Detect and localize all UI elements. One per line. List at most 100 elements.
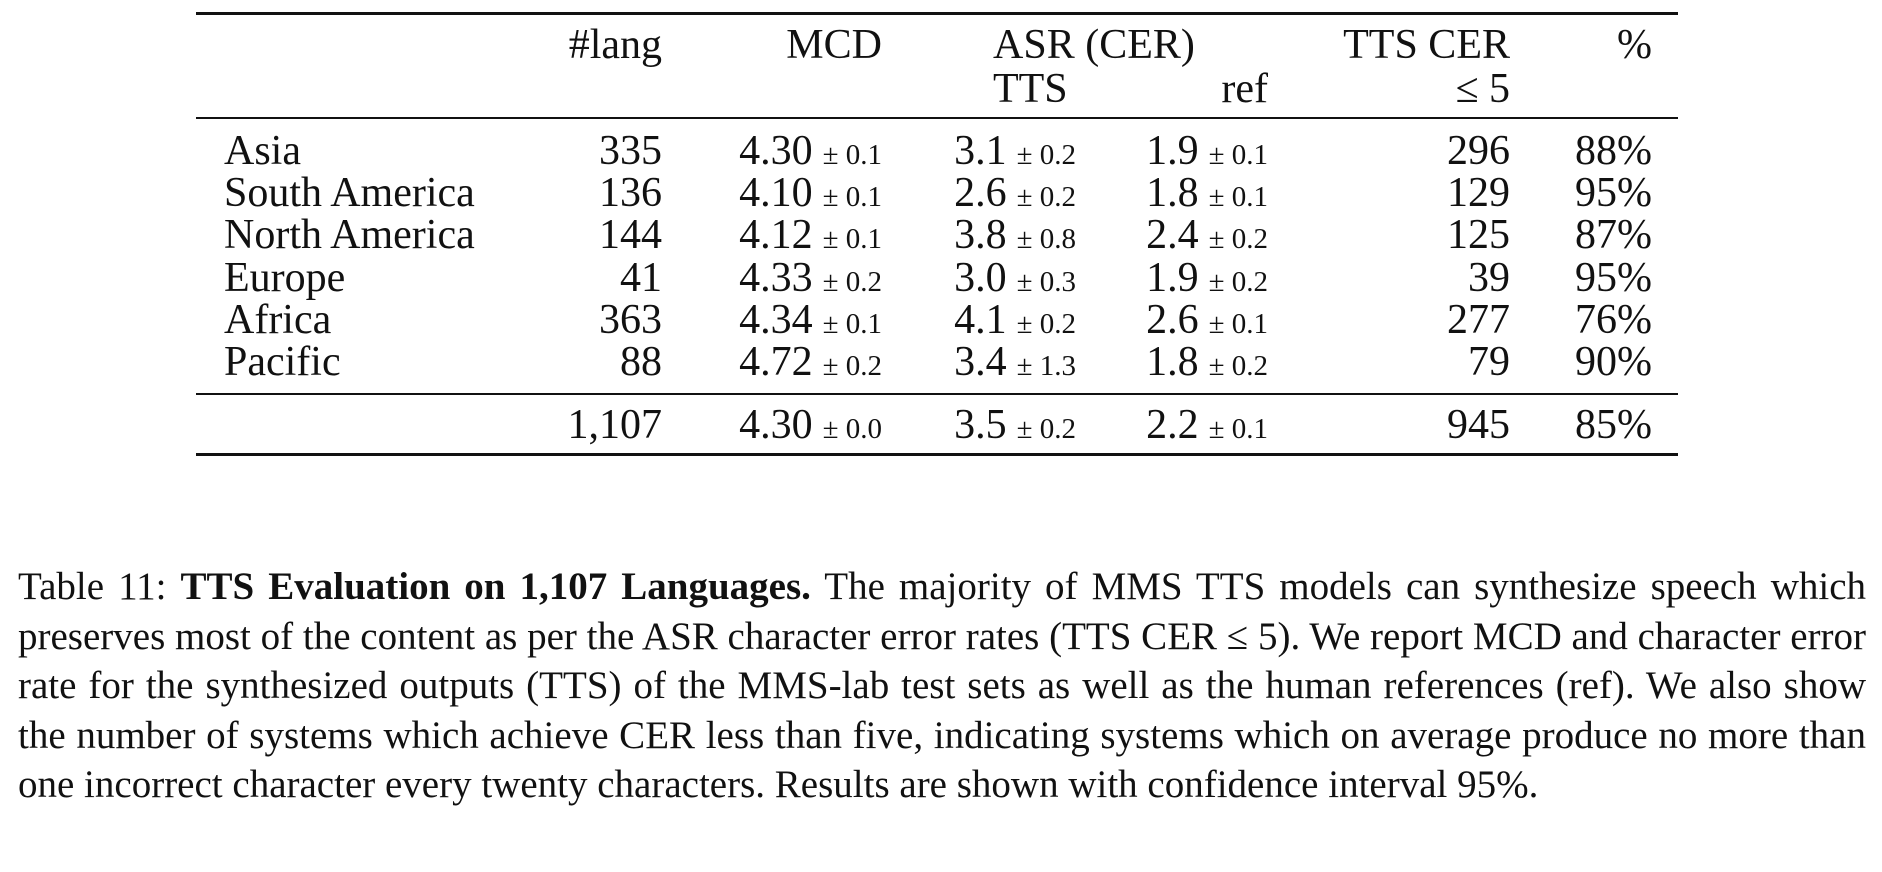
- caption-text: The majority of MMS TTS models can synth…: [18, 565, 1867, 806]
- table-row-lang-cell: 144: [420, 214, 662, 256]
- table-row-region-value: Pacific: [224, 339, 341, 385]
- table-row-lang-value: 41: [620, 255, 662, 301]
- table-total-row-tts-value: 3.5: [954, 402, 1007, 448]
- table-row-lang-value: 88: [620, 339, 662, 385]
- table-caption: Table 11: TTS Evaluation on 1,107 Langua…: [18, 562, 1866, 810]
- table-row-tts-cell: 3.8 ± 0.8: [900, 214, 1076, 256]
- table-top-rule: [196, 12, 1678, 15]
- table-total-row-tts-cer-value: 945: [1447, 402, 1510, 448]
- table-row-lang-cell: 136: [420, 172, 662, 214]
- table-row-tts-cell: 3.1 ± 0.2: [900, 130, 1076, 172]
- table-row-ref-value: 2.4: [1146, 212, 1199, 258]
- table-row-pct-cell: 90%: [1540, 341, 1652, 383]
- table-row-lang-value: 335: [599, 128, 662, 174]
- table-row-tts-cell: 3.0 ± 0.3: [900, 257, 1076, 299]
- table-row-pct-value: 87%: [1575, 212, 1652, 258]
- table-row-mcd-value: 4.33: [739, 255, 813, 301]
- table-row-mcd-confidence-interval: ± 0.1: [822, 223, 882, 255]
- table-row-tts-cer-value: 79: [1468, 339, 1510, 385]
- table-row-tts-cer-value: 39: [1468, 255, 1510, 301]
- table-total-row-lang-cell: 1,107: [420, 404, 663, 446]
- table-row-mcd-cell: 4.34 ± 0.1: [680, 299, 882, 341]
- table-row-region-cell: Pacific: [224, 341, 524, 383]
- table-row-pct-cell: 95%: [1540, 172, 1652, 214]
- table-row-lang-value: 363: [599, 297, 662, 343]
- table-row-ref-value: 1.9: [1146, 255, 1199, 301]
- table-row-mcd-confidence-interval: ± 0.2: [822, 266, 882, 298]
- table-row-tts-cer-cell: 129: [1300, 172, 1510, 214]
- table-row-ref-cell: 1.9 ± 0.1: [1090, 130, 1268, 172]
- table-row-mcd-confidence-interval: ± 0.1: [822, 181, 882, 213]
- header-tts-cer: TTS CER: [1343, 22, 1510, 68]
- table-row-region-cell: Africa: [224, 299, 524, 341]
- table-total-row-mcd-value: 4.30: [739, 402, 813, 448]
- header-percent: %: [1617, 22, 1652, 68]
- table-row-ref-cell: 2.6 ± 0.1: [1090, 299, 1268, 341]
- table-row-ref-value: 1.9: [1146, 128, 1199, 174]
- table-row-lang-cell: 335: [420, 130, 662, 172]
- table-row-tts-cer-value: 296: [1447, 128, 1510, 174]
- table-row-tts-confidence-interval: ± 0.3: [1016, 266, 1076, 298]
- table-row-pct-value: 90%: [1575, 339, 1652, 385]
- table-row-tts-value: 3.4: [954, 339, 1007, 385]
- header-asr: ASR (CER): [993, 22, 1195, 68]
- table-row-ref-cell: 1.8 ± 0.1: [1090, 172, 1268, 214]
- table-row-region-value: North America: [224, 212, 475, 258]
- table-row-region-value: Europe: [224, 255, 346, 301]
- table-row-lang-cell: 88: [420, 341, 662, 383]
- header-mcd: MCD: [786, 22, 882, 68]
- table-row-ref-value: 2.6: [1146, 297, 1199, 343]
- table-row-mcd-cell: 4.30 ± 0.1: [680, 130, 882, 172]
- table-row-ref-confidence-interval: ± 0.1: [1208, 181, 1268, 213]
- table-row-tts-confidence-interval: ± 1.3: [1016, 350, 1076, 382]
- table-row-pct-value: 88%: [1575, 128, 1652, 174]
- table-row-mcd-value: 4.10: [739, 170, 813, 216]
- table-row-region-cell: Europe: [224, 257, 524, 299]
- table-row-tts-value: 3.0: [954, 255, 1007, 301]
- table-bottom-rule: [196, 453, 1678, 456]
- table-total-row-pct-cell: 85%: [1540, 404, 1652, 446]
- table-row-mcd-cell: 4.10 ± 0.1: [680, 172, 882, 214]
- table-row-region-value: Africa: [224, 297, 332, 343]
- table-row-tts-cer-cell: 296: [1300, 130, 1510, 172]
- table-row-tts-confidence-interval: ± 0.8: [1016, 223, 1076, 255]
- table-header-rule: [196, 117, 1678, 119]
- table-row-region-value: Asia: [224, 128, 301, 174]
- table-total-row-mcd-confidence-interval: ± 0.0: [822, 413, 882, 445]
- table-total-row-ref-cell: 2.2 ± 0.1: [1090, 404, 1268, 446]
- table-row-tts-cer-value: 129: [1447, 170, 1510, 216]
- table-row-mcd-value: 4.34: [739, 297, 813, 343]
- table-row-ref-cell: 1.8 ± 0.2: [1090, 341, 1268, 383]
- table-row-region-value: South America: [224, 170, 475, 216]
- table-row-ref-confidence-interval: ± 0.2: [1208, 350, 1268, 382]
- table-row-ref-cell: 1.9 ± 0.2: [1090, 257, 1268, 299]
- table-row-pct-cell: 88%: [1540, 130, 1652, 172]
- table-row-tts-value: 2.6: [954, 170, 1007, 216]
- table-row-ref-confidence-interval: ± 0.2: [1208, 223, 1268, 255]
- table-total-row-mcd-cell: 4.30 ± 0.0: [680, 404, 882, 446]
- table-row-tts-confidence-interval: ± 0.2: [1016, 308, 1076, 340]
- table-row-region-cell: South America: [224, 172, 524, 214]
- table-row-lang-value: 136: [599, 170, 662, 216]
- table-total-row-tts-cer-cell: 945: [1300, 404, 1510, 446]
- table-row-lang-cell: 41: [420, 257, 662, 299]
- table-row-ref-value: 1.8: [1146, 170, 1199, 216]
- table-row-tts-confidence-interval: ± 0.2: [1016, 139, 1076, 171]
- caption-label: Table 11:: [18, 565, 167, 608]
- table-row-ref-confidence-interval: ± 0.1: [1208, 139, 1268, 171]
- table-row-mcd-confidence-interval: ± 0.1: [822, 139, 882, 171]
- table-row-mcd-value: 4.30: [739, 128, 813, 174]
- table-row-tts-value: 3.8: [954, 212, 1007, 258]
- table-row-mcd-cell: 4.72 ± 0.2: [680, 341, 882, 383]
- table-row-lang-value: 144: [599, 212, 662, 258]
- header-asr-tts: TTS: [993, 66, 1068, 112]
- table-row-mcd-confidence-interval: ± 0.2: [822, 350, 882, 382]
- table-total-row-tts-confidence-interval: ± 0.2: [1016, 413, 1076, 445]
- table-row-tts-cer-cell: 39: [1300, 257, 1510, 299]
- table-row-pct-value: 76%: [1575, 297, 1652, 343]
- table-total-row-ref-confidence-interval: ± 0.1: [1208, 413, 1268, 445]
- table-row-ref-confidence-interval: ± 0.1: [1208, 308, 1268, 340]
- table-row-ref-cell: 2.4 ± 0.2: [1090, 214, 1268, 256]
- table-row-tts-value: 3.1: [954, 128, 1007, 174]
- table-row-mcd-value: 4.12: [739, 212, 813, 258]
